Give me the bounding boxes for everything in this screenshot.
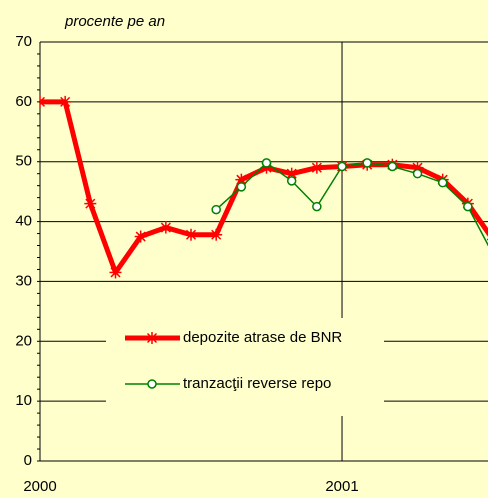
point bbox=[84, 197, 97, 210]
legend-label: depozite atrase de BNR bbox=[183, 329, 342, 346]
point bbox=[412, 168, 423, 179]
marker-stroke bbox=[160, 222, 171, 233]
point bbox=[463, 201, 473, 212]
legend-label: tranzacţii reverse repo bbox=[183, 375, 331, 392]
y-tick-label: 70 bbox=[15, 33, 32, 50]
point bbox=[236, 182, 247, 192]
subtitle: procente pe an bbox=[64, 13, 165, 30]
point bbox=[109, 266, 122, 279]
point bbox=[59, 95, 72, 108]
marker-stroke bbox=[185, 229, 197, 240]
point bbox=[146, 332, 158, 344]
point bbox=[286, 176, 297, 186]
point bbox=[210, 228, 223, 241]
marker-stroke bbox=[85, 198, 96, 209]
point bbox=[337, 161, 347, 172]
point bbox=[437, 177, 448, 188]
series-line bbox=[40, 99, 488, 275]
y-tick-label: 30 bbox=[15, 272, 32, 289]
marker-stroke bbox=[40, 96, 46, 103]
marker-stroke bbox=[146, 332, 158, 344]
y-tick-label: 0 bbox=[24, 452, 32, 469]
marker-stroke bbox=[311, 162, 322, 173]
y-tick-label: 60 bbox=[15, 93, 32, 110]
marker-stroke bbox=[211, 229, 222, 240]
y-tick-label: 40 bbox=[15, 213, 32, 230]
marker-stroke bbox=[60, 96, 71, 107]
point bbox=[185, 228, 198, 241]
y-tick-label: 20 bbox=[15, 332, 32, 349]
point bbox=[159, 221, 172, 234]
marker-stroke bbox=[40, 100, 46, 107]
point bbox=[261, 158, 272, 168]
marker-stroke bbox=[110, 267, 121, 278]
x-tick-label: 2001 bbox=[325, 478, 358, 495]
point bbox=[362, 158, 372, 168]
point bbox=[387, 161, 398, 172]
point bbox=[310, 161, 323, 174]
point bbox=[211, 204, 221, 215]
series-line bbox=[215, 162, 488, 247]
marker-stroke bbox=[236, 174, 247, 185]
point bbox=[40, 95, 46, 108]
y-tick-label: 50 bbox=[15, 153, 32, 170]
marker-stroke bbox=[135, 231, 146, 242]
y-tick-label: 10 bbox=[15, 392, 32, 409]
point bbox=[134, 230, 147, 243]
point bbox=[147, 379, 157, 389]
marker-stroke bbox=[286, 168, 297, 179]
x-tick-label: 2000 bbox=[23, 478, 56, 495]
point bbox=[312, 201, 322, 212]
